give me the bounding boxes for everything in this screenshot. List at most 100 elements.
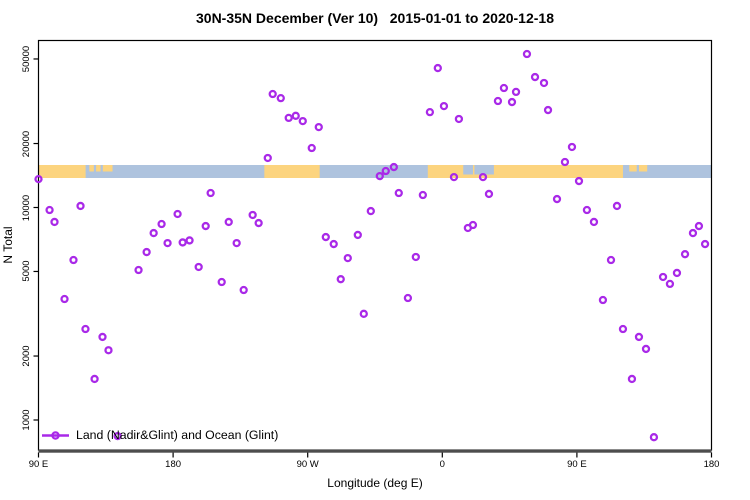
data-point (539, 78, 549, 88)
legend-label: Land (Nadir&Glint) and Ocean (Glint) (76, 428, 279, 442)
data-point (634, 332, 644, 342)
y-tick-label: 5000 (21, 260, 32, 283)
data-point (201, 221, 210, 231)
data-point (425, 107, 435, 117)
y-tick-label: 10000 (21, 194, 32, 221)
data-point (543, 105, 553, 115)
y-tick-label: 1000 (21, 409, 32, 431)
x-tick-label: 90 E (28, 459, 49, 470)
data-point (81, 324, 90, 334)
data-point (574, 176, 584, 186)
data-point (449, 172, 459, 182)
data-point (589, 217, 599, 227)
data-point (418, 190, 428, 200)
data-point (157, 219, 166, 229)
data-point (142, 247, 151, 257)
data-point (694, 221, 704, 231)
x-tick-label: 90 W (296, 459, 319, 470)
plot-border (37, 39, 713, 451)
data-point (688, 228, 698, 238)
data-point (173, 209, 182, 219)
island-patch (96, 165, 101, 172)
x-tick-label: 0 (439, 459, 445, 470)
data-point (468, 220, 478, 230)
data-point (336, 275, 345, 284)
data-point (493, 96, 503, 106)
data-point (598, 295, 608, 305)
data-point (560, 157, 570, 167)
data-point (389, 162, 398, 172)
island-patch (638, 165, 648, 172)
data-point (268, 89, 277, 99)
data-point (34, 174, 43, 184)
sea-patch (474, 165, 494, 175)
data-point (185, 236, 194, 245)
x-tick-label: 90 E (567, 459, 587, 470)
data-point (641, 344, 651, 354)
data-point (484, 189, 494, 199)
sea-patch (463, 165, 473, 175)
data-point (113, 431, 122, 441)
chart-title: 30N-35N December (Ver 10) 2015-01-01 to … (196, 10, 554, 26)
data-point (307, 143, 316, 153)
data-point (90, 374, 99, 384)
data-point (104, 346, 113, 355)
data-point (359, 309, 368, 318)
data-point (276, 94, 285, 103)
data-point (254, 218, 263, 228)
data-point (439, 101, 449, 111)
data-point (522, 49, 532, 59)
island-patch (629, 165, 637, 172)
data-point (567, 142, 577, 152)
data-point (50, 217, 59, 227)
data-point (149, 228, 158, 238)
data-point (627, 374, 637, 384)
data-point (284, 113, 293, 123)
x-axis-line (38, 449, 712, 453)
data-point (163, 238, 172, 248)
data-point (45, 205, 54, 215)
island-patch (89, 165, 94, 172)
legend-marker (51, 431, 60, 440)
data-point (60, 294, 69, 304)
data-point (649, 433, 659, 442)
data-point (582, 205, 592, 215)
data-point (353, 230, 362, 240)
land-strip-segment (38, 165, 86, 178)
data-point (454, 114, 464, 124)
land-strip-segment (264, 165, 320, 178)
data-point (76, 201, 85, 211)
data-point (375, 171, 384, 181)
y-tick-label: 20000 (21, 130, 32, 157)
data-point (321, 232, 330, 242)
data-point (618, 324, 628, 334)
data-point (511, 87, 521, 97)
y-tick-label: 2000 (21, 345, 32, 367)
data-point (291, 111, 300, 120)
data-point (194, 262, 203, 272)
x-tick-label: 180 (703, 459, 720, 470)
y-axis-title: N Total (1, 226, 15, 264)
data-point (134, 265, 143, 275)
data-point (217, 277, 226, 287)
data-point (224, 217, 233, 227)
data-point (394, 188, 403, 198)
data-point (178, 238, 187, 247)
y-tick-label: 50000 (21, 45, 32, 73)
data-point (433, 63, 442, 73)
data-point (612, 201, 622, 211)
data-point (530, 72, 540, 82)
data-point (552, 194, 562, 204)
data-point (232, 238, 241, 248)
data-point (700, 239, 710, 249)
data-point (680, 250, 690, 259)
data-point (248, 210, 257, 220)
data-point (411, 252, 420, 262)
data-point (606, 255, 616, 265)
data-point (298, 116, 307, 126)
data-point (314, 122, 323, 132)
data-point (403, 293, 413, 303)
data-point (329, 239, 338, 249)
